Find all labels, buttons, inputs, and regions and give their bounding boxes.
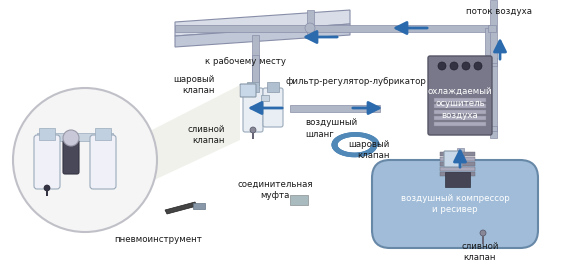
Bar (290, 105, 380, 112)
Circle shape (438, 62, 446, 70)
Polygon shape (175, 10, 350, 36)
Bar (482, 236, 484, 244)
Bar (252, 55, 258, 85)
Circle shape (305, 23, 315, 33)
Bar (95, 128, 111, 140)
FancyBboxPatch shape (263, 88, 283, 127)
Bar (440, 152, 475, 156)
Bar (490, 60, 497, 65)
Bar (490, 126, 497, 131)
Text: сливной
клапан: сливной клапан (461, 242, 499, 262)
Bar (440, 167, 475, 171)
Bar (406, 225, 414, 237)
Circle shape (462, 62, 470, 70)
Text: соединительная
муфта: соединительная муфта (237, 180, 313, 200)
Bar (307, 10, 313, 35)
Circle shape (250, 127, 256, 133)
Text: воздушный
шланг: воздушный шланг (305, 118, 357, 139)
Bar (440, 172, 475, 176)
Text: сливной
клапан: сливной клапан (187, 124, 225, 145)
Bar (488, 25, 496, 31)
Bar (489, 58, 496, 138)
FancyBboxPatch shape (428, 56, 492, 135)
Bar (440, 157, 475, 161)
Circle shape (450, 62, 458, 70)
Circle shape (480, 230, 486, 236)
FancyBboxPatch shape (372, 160, 538, 248)
Bar (252, 133, 254, 139)
Text: шаровый
клапан: шаровый клапан (174, 75, 215, 95)
Bar (434, 116, 486, 120)
Bar (481, 225, 485, 233)
Bar (175, 25, 490, 31)
FancyBboxPatch shape (240, 84, 256, 97)
FancyBboxPatch shape (444, 151, 462, 167)
Bar (290, 195, 308, 205)
Text: фильтр-регулятор-лубрикатор: фильтр-регулятор-лубрикатор (285, 78, 426, 86)
Bar (485, 28, 492, 55)
Bar (39, 128, 55, 140)
Circle shape (63, 130, 79, 146)
Text: воздушный компрессор
и ресивер: воздушный компрессор и ресивер (401, 193, 509, 214)
Text: пневмоинструмент: пневмоинструмент (114, 235, 202, 245)
FancyBboxPatch shape (243, 88, 263, 132)
Polygon shape (175, 24, 350, 47)
Bar (267, 82, 279, 92)
Text: поток воздуха: поток воздуха (466, 7, 532, 17)
Bar (440, 162, 475, 166)
Bar (457, 148, 464, 183)
Bar (445, 172, 470, 187)
Text: шаровый
клапан: шаровый клапан (348, 140, 390, 160)
Bar (434, 104, 486, 108)
Bar (434, 98, 486, 102)
Circle shape (44, 185, 50, 191)
Bar (434, 110, 486, 114)
Bar (193, 203, 205, 209)
FancyBboxPatch shape (63, 140, 79, 174)
Circle shape (474, 62, 482, 70)
Bar (434, 122, 486, 126)
Bar (496, 225, 504, 237)
Circle shape (13, 88, 157, 232)
Text: к рабочему месту: к рабочему месту (205, 57, 286, 67)
FancyBboxPatch shape (34, 135, 60, 189)
Text: охлаждаемый
осушитель
воздуха: охлаждаемый осушитель воздуха (427, 87, 492, 120)
Bar (247, 82, 259, 92)
Bar (457, 183, 464, 204)
Bar (46, 191, 48, 196)
Polygon shape (165, 202, 197, 214)
Polygon shape (135, 85, 240, 189)
Bar (261, 95, 269, 101)
Bar (252, 35, 258, 85)
Bar (37, 133, 113, 141)
FancyBboxPatch shape (90, 135, 116, 189)
Bar (489, 0, 496, 63)
